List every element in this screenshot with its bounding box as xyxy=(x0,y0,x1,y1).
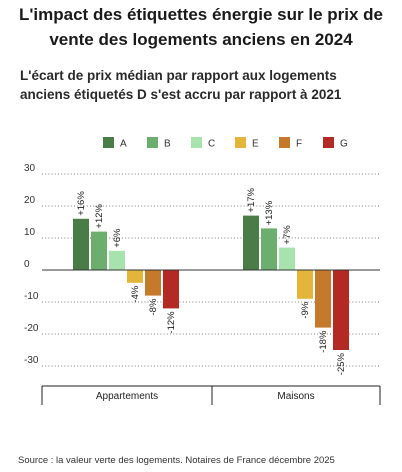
bar xyxy=(243,215,259,270)
data-label: -8% xyxy=(148,298,159,315)
bar xyxy=(333,270,349,350)
legend-label: A xyxy=(120,139,127,150)
data-label: -9% xyxy=(300,301,311,318)
bar xyxy=(315,270,331,328)
legend-swatch xyxy=(191,137,202,148)
legend-label: B xyxy=(164,139,171,150)
chart-subtitle: L'écart de prix médian par rapport aux l… xyxy=(20,68,342,102)
category-label: Maisons xyxy=(277,391,314,402)
bar xyxy=(91,231,107,270)
bar xyxy=(109,250,125,270)
data-label: +7% xyxy=(282,225,293,245)
legend-label: C xyxy=(208,139,215,150)
y-tick-label: 10 xyxy=(24,227,36,238)
legend-swatch xyxy=(103,137,114,148)
y-tick-label: -10 xyxy=(24,291,39,302)
data-label: +6% xyxy=(112,228,123,248)
bar xyxy=(261,228,277,270)
bar xyxy=(163,270,179,309)
legend-swatch xyxy=(147,137,158,148)
data-label: -25% xyxy=(336,352,347,375)
legend-label: G xyxy=(340,139,348,150)
bar xyxy=(279,247,295,270)
bar xyxy=(145,270,161,296)
data-label: -4% xyxy=(130,285,141,302)
y-tick-label: 30 xyxy=(24,163,36,174)
bar xyxy=(127,270,143,283)
chart-title: L'impact des étiquettes énergie sur le p… xyxy=(19,5,383,49)
y-tick-label: -30 xyxy=(24,355,39,366)
y-tick-label: 0 xyxy=(24,259,30,270)
bar xyxy=(73,218,89,270)
data-label: +13% xyxy=(264,200,275,225)
source-note: Source : la valeur verte des logements. … xyxy=(18,455,335,466)
data-label: -12% xyxy=(166,311,177,334)
legend-label: F xyxy=(296,139,302,150)
y-tick-label: 20 xyxy=(24,195,36,206)
legend-label: E xyxy=(252,139,259,150)
data-label: +12% xyxy=(94,203,105,228)
data-label: +16% xyxy=(76,191,87,216)
legend-swatch xyxy=(235,137,246,148)
data-label: -18% xyxy=(318,330,329,353)
legend-swatch xyxy=(279,137,290,148)
bar xyxy=(297,270,313,299)
category-label: Appartements xyxy=(96,391,158,402)
legend-swatch xyxy=(323,137,334,148)
data-label: +17% xyxy=(246,187,257,212)
y-tick-label: -20 xyxy=(24,323,39,334)
